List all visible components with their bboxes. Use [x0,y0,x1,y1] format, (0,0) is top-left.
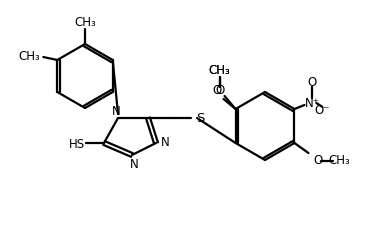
Text: CH₃: CH₃ [18,50,40,63]
Text: CH₃: CH₃ [209,63,230,76]
Text: S: S [196,112,204,125]
Text: O⁻: O⁻ [315,104,330,117]
Text: N: N [111,105,120,118]
Text: O: O [215,83,224,96]
Text: CH₃: CH₃ [329,153,350,166]
Text: CH₃: CH₃ [209,64,230,77]
Text: N: N [160,135,169,148]
Text: O: O [314,153,323,166]
Text: HS: HS [69,137,85,150]
Text: N: N [130,157,138,170]
Text: O: O [212,83,221,96]
Text: CH₃: CH₃ [74,16,96,29]
Text: N⁺: N⁺ [305,97,320,110]
Text: O: O [308,76,317,89]
